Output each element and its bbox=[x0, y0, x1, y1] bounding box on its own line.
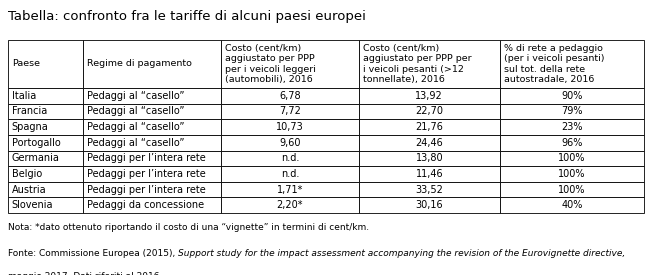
Text: Costo (cent/km)
aggiustato per PPP
per i veicoli leggeri
(automobili), 2016: Costo (cent/km) aggiustato per PPP per i… bbox=[225, 44, 316, 84]
Text: Pedaggi al “casello”: Pedaggi al “casello” bbox=[87, 106, 185, 116]
Text: Paese: Paese bbox=[12, 59, 40, 68]
Bar bbox=[500, 88, 644, 104]
Bar bbox=[83, 151, 221, 166]
Text: Spagna: Spagna bbox=[12, 122, 48, 132]
Bar bbox=[221, 166, 359, 182]
Text: 1,71*: 1,71* bbox=[276, 185, 303, 195]
Text: maggio 2017. Dati riferiti al 2016.: maggio 2017. Dati riferiti al 2016. bbox=[8, 272, 162, 275]
Bar bbox=[221, 135, 359, 151]
Bar bbox=[8, 40, 83, 88]
Bar bbox=[83, 135, 221, 151]
Text: Austria: Austria bbox=[12, 185, 46, 195]
Bar bbox=[83, 166, 221, 182]
Text: Pedaggi per l’intera rete: Pedaggi per l’intera rete bbox=[87, 185, 206, 195]
Text: Nota: *dato ottenuto riportando il costo di una “vignette” in termini di cent/km: Nota: *dato ottenuto riportando il costo… bbox=[8, 223, 369, 232]
Bar bbox=[359, 88, 500, 104]
Text: Slovenia: Slovenia bbox=[12, 200, 53, 210]
Text: Pedaggi al “casello”: Pedaggi al “casello” bbox=[87, 138, 185, 148]
Bar bbox=[221, 182, 359, 197]
Text: Pedaggi al “casello”: Pedaggi al “casello” bbox=[87, 122, 185, 132]
Bar bbox=[359, 197, 500, 213]
Text: 100%: 100% bbox=[558, 185, 585, 195]
Text: 22,70: 22,70 bbox=[415, 106, 443, 116]
Bar bbox=[8, 197, 83, 213]
Text: Regime di pagamento: Regime di pagamento bbox=[87, 59, 192, 68]
Text: 96%: 96% bbox=[561, 138, 583, 148]
Bar bbox=[83, 182, 221, 197]
Bar bbox=[83, 119, 221, 135]
Bar bbox=[221, 197, 359, 213]
Text: Germania: Germania bbox=[12, 153, 59, 163]
Bar bbox=[221, 40, 359, 88]
Bar bbox=[500, 151, 644, 166]
Bar bbox=[8, 104, 83, 119]
Bar bbox=[83, 88, 221, 104]
Bar bbox=[359, 40, 500, 88]
Bar bbox=[221, 119, 359, 135]
Bar bbox=[500, 166, 644, 182]
Text: 100%: 100% bbox=[558, 153, 585, 163]
Text: 79%: 79% bbox=[561, 106, 583, 116]
Text: 6,78: 6,78 bbox=[279, 91, 301, 101]
Bar bbox=[83, 104, 221, 119]
Text: 33,52: 33,52 bbox=[415, 185, 443, 195]
Bar bbox=[359, 104, 500, 119]
Bar bbox=[221, 151, 359, 166]
Text: 24,46: 24,46 bbox=[415, 138, 443, 148]
Bar bbox=[359, 182, 500, 197]
Text: Pedaggi per l’intera rete: Pedaggi per l’intera rete bbox=[87, 153, 206, 163]
Bar bbox=[8, 135, 83, 151]
Text: % di rete a pedaggio
(per i veicoli pesanti)
sul tot. della rete
autostradale, 2: % di rete a pedaggio (per i veicoli pesa… bbox=[504, 44, 604, 84]
Text: 11,46: 11,46 bbox=[415, 169, 443, 179]
Bar bbox=[8, 151, 83, 166]
Text: Tabella: confronto fra le tariffe di alcuni paesi europei: Tabella: confronto fra le tariffe di alc… bbox=[8, 10, 366, 23]
Bar bbox=[8, 166, 83, 182]
Text: Francia: Francia bbox=[12, 106, 47, 116]
Text: Support study for the impact assessment accompanying the revision of the Eurovig: Support study for the impact assessment … bbox=[178, 249, 625, 258]
Text: 23%: 23% bbox=[561, 122, 583, 132]
Text: Portogallo: Portogallo bbox=[12, 138, 61, 148]
Text: Belgio: Belgio bbox=[12, 169, 42, 179]
Bar bbox=[500, 119, 644, 135]
Text: Pedaggi per l’intera rete: Pedaggi per l’intera rete bbox=[87, 169, 206, 179]
Bar bbox=[359, 166, 500, 182]
Text: Fonte: Commissione Europea (2015),: Fonte: Commissione Europea (2015), bbox=[8, 249, 178, 258]
Bar bbox=[359, 119, 500, 135]
Text: 13,92: 13,92 bbox=[415, 91, 443, 101]
Bar bbox=[8, 119, 83, 135]
Text: 40%: 40% bbox=[561, 200, 583, 210]
Bar bbox=[500, 197, 644, 213]
Bar bbox=[221, 88, 359, 104]
Text: 90%: 90% bbox=[561, 91, 583, 101]
Text: 21,76: 21,76 bbox=[415, 122, 443, 132]
Text: Italia: Italia bbox=[12, 91, 36, 101]
Bar bbox=[359, 135, 500, 151]
Bar bbox=[500, 135, 644, 151]
Text: 9,60: 9,60 bbox=[279, 138, 301, 148]
Bar bbox=[8, 182, 83, 197]
Bar bbox=[83, 197, 221, 213]
Text: Costo (cent/km)
aggiustato per PPP per
i veicoli pesanti (>12
tonnellate), 2016: Costo (cent/km) aggiustato per PPP per i… bbox=[363, 44, 471, 84]
Text: 30,16: 30,16 bbox=[415, 200, 443, 210]
Bar bbox=[221, 104, 359, 119]
Text: n.d.: n.d. bbox=[281, 153, 299, 163]
Text: n.d.: n.d. bbox=[281, 169, 299, 179]
Text: 7,72: 7,72 bbox=[279, 106, 301, 116]
Text: 100%: 100% bbox=[558, 169, 585, 179]
Text: Pedaggi da concessione: Pedaggi da concessione bbox=[87, 200, 204, 210]
Bar bbox=[500, 182, 644, 197]
Text: 13,80: 13,80 bbox=[415, 153, 443, 163]
Bar bbox=[8, 88, 83, 104]
Bar bbox=[359, 151, 500, 166]
Bar bbox=[83, 40, 221, 88]
Bar bbox=[500, 104, 644, 119]
Text: 2,20*: 2,20* bbox=[276, 200, 303, 210]
Text: Pedaggi al “casello”: Pedaggi al “casello” bbox=[87, 91, 185, 101]
Text: 10,73: 10,73 bbox=[276, 122, 304, 132]
Bar bbox=[500, 40, 644, 88]
